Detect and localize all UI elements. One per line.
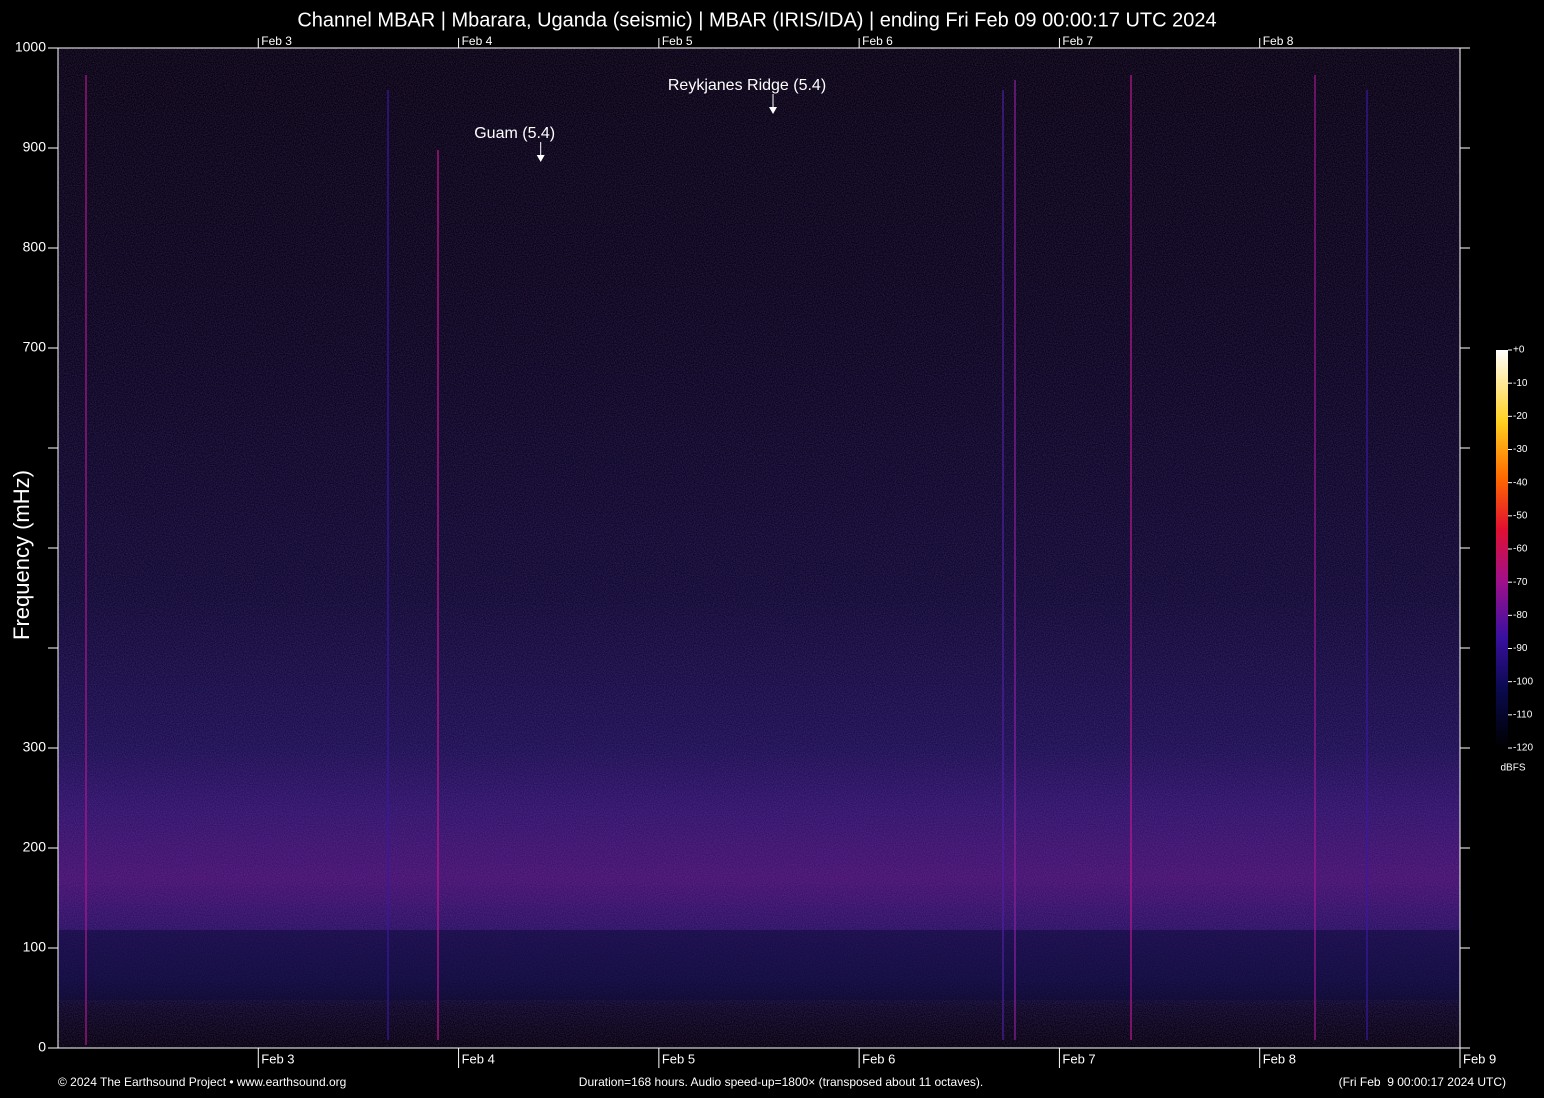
colorbar-tick-label: -10 — [1513, 378, 1528, 389]
footer-center: Duration=168 hours. Audio speed-up=1800×… — [579, 1075, 983, 1089]
colorbar-tick-label: -40 — [1513, 477, 1528, 488]
colorbar-tick-label: -120 — [1513, 743, 1533, 754]
x-tick-label-top: Feb 6 — [862, 34, 893, 48]
colorbar-tick-label: -110 — [1513, 709, 1533, 720]
y-tick-label: 800 — [23, 239, 47, 255]
x-tick-label: Feb 4 — [462, 1051, 495, 1066]
colorbar-tick-label: -80 — [1513, 610, 1528, 621]
annotation-arrowhead — [769, 107, 778, 114]
colorbar-tick-label: -70 — [1513, 577, 1528, 588]
colorbar-tick-label: +0 — [1513, 345, 1525, 356]
footer-right: (Fri Feb 9 00:00:17 2024 UTC) — [1339, 1075, 1506, 1089]
y-tick-label: 100 — [23, 939, 47, 955]
x-tick-label: Feb 7 — [1062, 1051, 1095, 1066]
x-tick-label: Feb 6 — [862, 1051, 895, 1066]
x-tick-label: Feb 9 — [1463, 1051, 1496, 1066]
y-tick-label: 200 — [23, 839, 47, 855]
x-tick-label-top: Feb 3 — [261, 34, 292, 48]
x-tick-label: Feb 8 — [1263, 1051, 1296, 1066]
spectrogram-image — [58, 48, 1460, 1048]
x-tick-label-top: Feb 4 — [462, 34, 493, 48]
colorbar-tick-label: -60 — [1513, 544, 1528, 555]
colorbar-label: dBFS — [1500, 763, 1525, 774]
colorbar-tick-label: -50 — [1513, 510, 1528, 521]
y-axis-label: Frequency (mHz) — [9, 470, 34, 640]
x-tick-label-top: Feb 7 — [1062, 34, 1093, 48]
annotation-label: Reykjanes Ridge (5.4) — [668, 77, 826, 94]
colorbar — [1496, 350, 1508, 748]
chart-title: Channel MBAR | Mbarara, Uganda (seismic)… — [297, 9, 1216, 31]
x-tick-label: Feb 5 — [662, 1051, 695, 1066]
colorbar-tick-label: -90 — [1513, 643, 1528, 654]
annotation-arrowhead — [536, 155, 545, 162]
x-tick-label-top: Feb 5 — [662, 34, 693, 48]
annotation-label: Guam (5.4) — [474, 125, 555, 142]
colorbar-tick-label: -100 — [1513, 676, 1533, 687]
y-tick-label: 900 — [23, 139, 47, 155]
footer-left: © 2024 The Earthsound Project • www.eart… — [58, 1075, 346, 1089]
x-tick-label: Feb 3 — [261, 1051, 294, 1066]
y-tick-label: 1000 — [15, 39, 46, 55]
colorbar-tick-label: -20 — [1513, 411, 1528, 422]
x-tick-label-top: Feb 8 — [1263, 34, 1294, 48]
y-tick-label: 0 — [38, 1039, 46, 1055]
colorbar-tick-label: -30 — [1513, 444, 1528, 455]
y-tick-label: 700 — [23, 339, 47, 355]
y-tick-label: 300 — [23, 739, 47, 755]
